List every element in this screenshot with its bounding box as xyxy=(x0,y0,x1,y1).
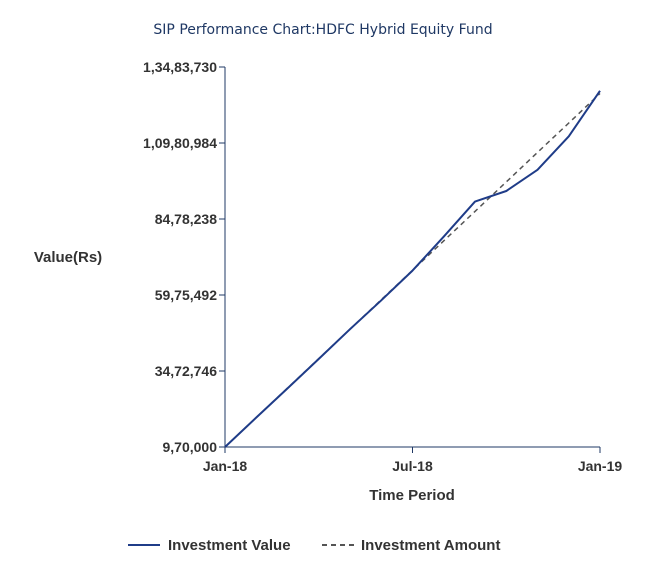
investment-value-line xyxy=(224,90,601,448)
y-tick-label: 59,75,492 xyxy=(155,287,217,303)
x-axis-label: Time Period xyxy=(369,487,455,504)
y-axis-label: Value(Rs) xyxy=(34,249,102,266)
legend-label: Investment Value xyxy=(168,537,291,554)
legend-label: Investment Amount xyxy=(361,537,500,554)
y-tick-label: 84,78,238 xyxy=(155,211,217,227)
axes xyxy=(224,67,600,448)
x-tick-label: Jan-18 xyxy=(203,458,248,474)
y-tick-label: 1,09,80,984 xyxy=(143,135,217,151)
x-tick-label: Jul-18 xyxy=(392,458,433,474)
x-tick-label: Jan-19 xyxy=(578,458,623,474)
y-tick-label: 9,70,000 xyxy=(163,439,218,455)
y-tick-label: 34,72,746 xyxy=(155,363,217,379)
chart-title: SIP Performance Chart:HDFC Hybrid Equity… xyxy=(153,22,492,38)
series-lines xyxy=(224,90,601,448)
legend: Investment Value Investment Amount xyxy=(128,537,500,554)
x-axis-ticks: Jan-18 Jul-18 Jan-19 xyxy=(203,447,623,474)
y-axis-ticks: 9,70,000 34,72,746 59,75,492 84,78,238 1,09,… xyxy=(143,59,225,455)
y-tick-label: 1,34,83,730 xyxy=(143,59,217,75)
